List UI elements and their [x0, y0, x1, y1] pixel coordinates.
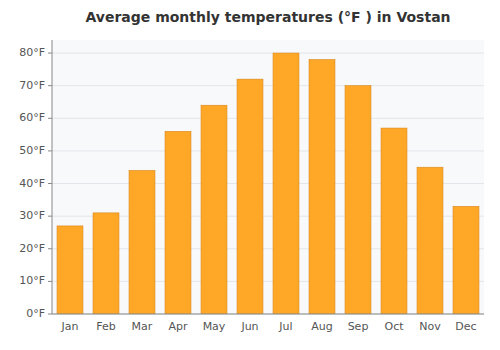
x-tick-label: Sep — [348, 320, 369, 333]
y-axis-line — [52, 40, 53, 314]
x-tick-label: Feb — [96, 320, 115, 333]
y-tick-label: 20°F — [19, 242, 45, 255]
bar — [381, 128, 407, 314]
chart-title: Average monthly temperatures (°F ) in Vo… — [85, 9, 450, 25]
y-tick — [48, 248, 52, 249]
grid-line — [52, 53, 484, 54]
page: {"chart_data": {"type": "bar", "title": … — [0, 0, 500, 350]
x-tick-label: Dec — [455, 320, 476, 333]
bar — [165, 131, 191, 314]
x-tick-label: Jan — [61, 320, 79, 333]
bar — [201, 105, 227, 314]
y-tick — [48, 85, 52, 86]
grid — [52, 53, 484, 314]
bar — [93, 213, 119, 314]
y-tick — [48, 183, 52, 184]
bars — [57, 53, 479, 314]
plot-background — [52, 40, 484, 314]
bar — [273, 53, 299, 314]
y-axis: 0°F 10°F 20°F 30°F 40°F 50°F 60°F 70°F 80°F — [19, 46, 52, 320]
bar — [129, 170, 155, 314]
y-tick — [48, 216, 52, 217]
grid-line — [52, 150, 484, 151]
x-axis: Jan Feb Mar Apr May Jun Jul Aug Sep Oct Nov Dec — [61, 320, 477, 333]
x-tick-label: Jun — [240, 320, 258, 333]
x-tick-label: Mar — [132, 320, 153, 333]
grid-line — [52, 118, 484, 119]
bar — [345, 86, 371, 314]
y-tick-label: 40°F — [19, 177, 45, 190]
bar — [453, 206, 479, 314]
x-axis-line — [52, 314, 484, 315]
y-tick-label: 80°F — [19, 46, 45, 59]
y-tick — [48, 53, 52, 54]
y-tick — [48, 281, 52, 282]
bar — [309, 60, 335, 314]
x-tick-label: Nov — [419, 320, 441, 333]
x-tick-label: Apr — [168, 320, 188, 333]
y-tick-label: 0°F — [26, 307, 45, 320]
x-tick-label: Jul — [278, 320, 292, 333]
chart-container: 0°F 10°F 20°F 30°F 40°F 50°F 60°F 70°F 80°F Jan Fe… — [0, 0, 500, 350]
chart-svg: 0°F 10°F 20°F 30°F 40°F 50°F 60°F 70°F 80°F Jan Fe… — [0, 0, 500, 350]
grid-line — [52, 85, 484, 86]
bar — [237, 79, 263, 314]
y-tick-label: 50°F — [19, 144, 45, 157]
y-tick — [48, 314, 52, 315]
y-tick — [48, 150, 52, 151]
y-tick-label: 60°F — [19, 111, 45, 124]
y-tick-label: 30°F — [19, 209, 45, 222]
x-tick-label: May — [203, 320, 226, 333]
x-tick-label: Aug — [311, 320, 332, 333]
x-tick-label: Oct — [384, 320, 404, 333]
y-tick-label: 10°F — [19, 274, 45, 287]
y-tick — [48, 118, 52, 119]
bar — [417, 167, 443, 314]
grid-line — [52, 314, 484, 315]
bar — [57, 226, 83, 314]
y-tick-label: 70°F — [19, 79, 45, 92]
